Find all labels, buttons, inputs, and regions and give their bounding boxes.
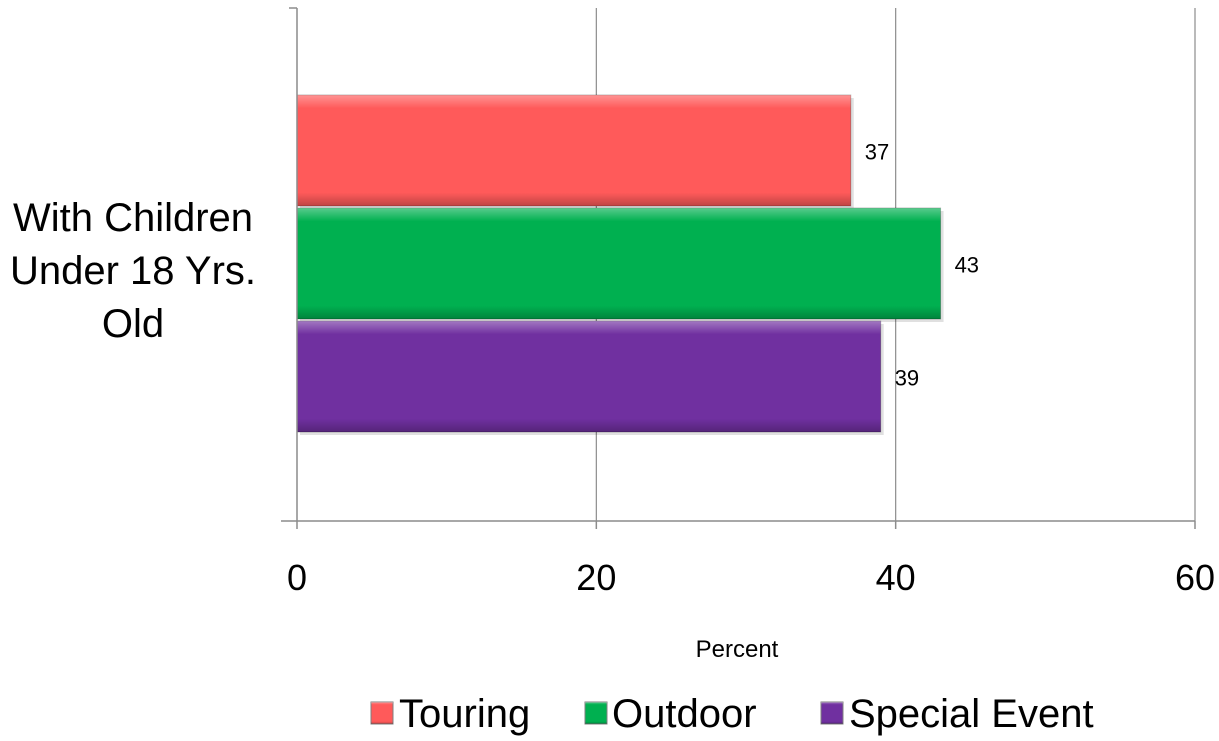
x-tick-label-60: 60: [1175, 557, 1215, 598]
legend-item-special-event: Special Event: [820, 692, 1094, 736]
legend-swatch-bevel-outdoor: [585, 702, 607, 724]
x-tick-label-20: 20: [576, 557, 616, 598]
axes: [281, 7, 1196, 529]
bar-bevel-special-event: [297, 321, 881, 432]
legend-label-outdoor: Outdoor: [612, 692, 757, 736]
data-label-special-event: 39: [895, 366, 919, 391]
legend-item-touring: Touring: [370, 692, 530, 736]
legend: Touring Outdoor Special Event: [370, 692, 1094, 736]
bar-bevel-outdoor: [297, 208, 941, 319]
labels: 37 43 39 0 20 40 60 Percent With Children Under 1…: [10, 140, 1215, 664]
bar-bevel-touring: [297, 95, 851, 206]
category-label-line-2: Under 18 Yrs.: [10, 249, 256, 293]
x-tick-label-40: 40: [876, 557, 916, 598]
category-label-line-1: With Children: [13, 196, 253, 240]
data-label-outdoor: 43: [955, 253, 979, 278]
legend-swatch-bevel-touring: [371, 702, 393, 724]
legend-swatch-bevel-special-event: [821, 702, 843, 724]
x-axis-title: Percent: [696, 636, 779, 663]
legend-label-touring: Touring: [399, 692, 530, 736]
x-tick-label-0: 0: [287, 557, 307, 598]
legend-item-outdoor: Outdoor: [584, 692, 757, 736]
bars: [296, 94, 944, 435]
legend-label-special-event: Special Event: [849, 692, 1094, 736]
data-label-touring: 37: [865, 140, 889, 165]
category-label-line-3: Old: [102, 302, 164, 346]
